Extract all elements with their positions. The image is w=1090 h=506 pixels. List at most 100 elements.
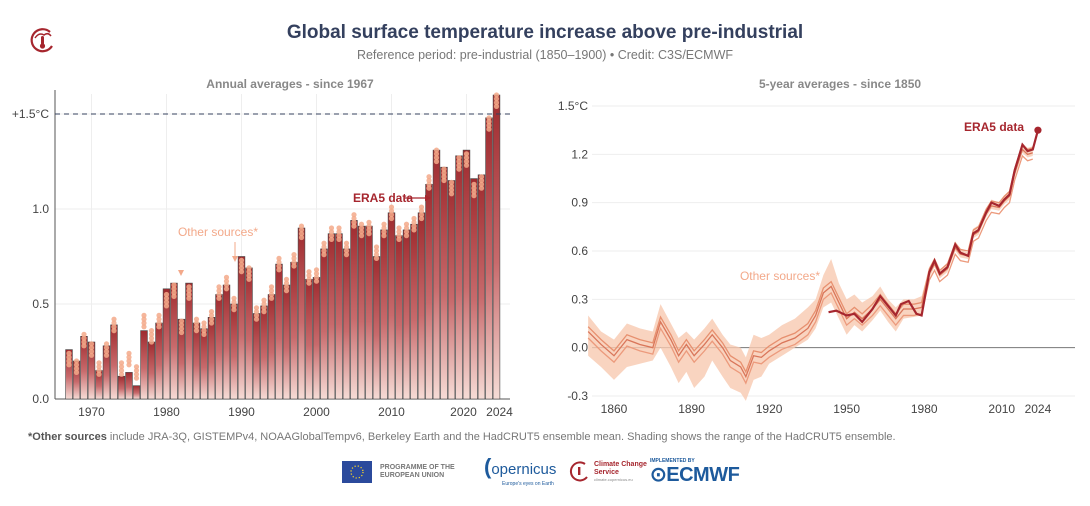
other-source-dot [448,179,455,185]
era5-bar [395,235,403,400]
other-source-dot [96,371,102,377]
page-title: Global surface temperature increase abov… [286,22,804,43]
era5-bar [417,212,426,400]
other-source-dot [238,265,245,271]
other-source-dot [201,328,207,334]
x-tick-label: 1990 [228,405,255,419]
other-source-dot [493,103,500,109]
era5-bar [215,294,223,400]
other-source-dot [321,244,327,250]
other-source-dot [373,255,380,261]
era5-bar [477,174,486,400]
other-source-dot [223,282,230,288]
other-source-dot [351,215,357,222]
x-tick-label: 2020 [450,405,477,419]
other-source-dot [478,185,485,191]
other-source-dot [81,335,87,341]
other-source-dot [298,223,305,229]
other-source-dot [66,354,72,360]
other-source-dot [133,371,140,377]
x-tick-label: 1970 [78,405,105,419]
other-source-dot [388,215,395,222]
era5-bar [275,263,283,400]
eu-logo-text: PROGRAMME OF THE EUROPEAN UNION [380,464,455,479]
other-source-dot [193,324,200,330]
other-source-dot [126,354,132,360]
era5-bar [372,256,381,400]
era5-bar [245,267,253,400]
other-source-dot [478,181,485,187]
x-tick-label: 2010 [988,402,1015,416]
other-source-dot [291,255,297,261]
other-source-dot [246,276,252,282]
era5-bar [290,261,298,400]
other-sources-label: Other sources* [740,269,820,283]
other-source-dot [186,284,192,290]
other-source-dot [388,212,395,218]
other-source-dot [88,352,95,358]
other-source-dot [148,331,155,337]
other-source-dot [66,358,72,364]
era5-bar [470,178,478,400]
other-source-dot [396,233,402,239]
y-tick-label: 0.9 [571,196,588,210]
era5-bar [455,155,463,400]
era5-bar [267,294,276,400]
other-source-dot [426,177,432,184]
era5-bar [312,277,321,400]
other-source-dot [253,305,260,311]
other-source-dot [351,219,357,225]
other-source-dot [456,155,462,161]
era5-bar [485,117,493,400]
era5-bar [200,328,208,400]
other-source-dot [156,324,162,330]
other-source-dot [433,158,440,165]
era5-bar [140,330,148,400]
other-source-dot [126,362,132,368]
other-source-dot [336,236,342,242]
other-source-dot [238,269,245,275]
era5-bar [402,229,411,400]
other-source-dot [231,307,237,313]
other-source-dot [493,92,500,98]
other-source-dot [133,375,140,381]
other-source-dot [223,278,230,284]
other-source-dot [493,96,500,102]
era5-bar [342,248,351,400]
other-source-dot [433,155,440,161]
era5-bar [125,372,133,400]
other-source-dot [471,189,477,195]
other-source-dot [171,293,177,299]
era5-bar [335,233,343,400]
other-source-dot [306,269,312,275]
other-source-dot [463,155,470,161]
era5-bar [297,227,306,400]
other-source-dot [103,352,110,358]
other-source-dot [471,193,477,199]
page-subtitle: Reference period: pre-industrial (1850–1… [356,48,734,62]
other-source-dot [231,303,237,309]
other-source-dot [73,369,80,375]
other-source-dot [358,221,365,227]
other-source-dot [396,225,402,231]
other-source-dot [418,215,425,222]
other-source-dot [73,358,80,364]
chart-title: Annual averages - since 1967 [206,77,374,91]
other-source-dot [463,158,470,165]
other-source-dot [163,295,170,301]
other-source-dot [351,223,357,229]
other-source-dot [358,229,365,235]
other-source-dot [216,284,222,290]
other-source-dot [171,290,177,296]
x-tick-label: 1980 [153,405,180,419]
other-source-dot [216,295,222,301]
other-source-dot [291,259,297,265]
copernicus-logo: (opernicus Europe's eyes on Earth [484,454,557,488]
other-source-dot [486,115,492,121]
other-source-dot [171,282,177,288]
other-source-dot [268,295,275,301]
eu-flag-icon [342,461,372,483]
other-source-dot [433,151,440,157]
era5-bar [192,322,201,400]
era5-bar [147,341,156,400]
